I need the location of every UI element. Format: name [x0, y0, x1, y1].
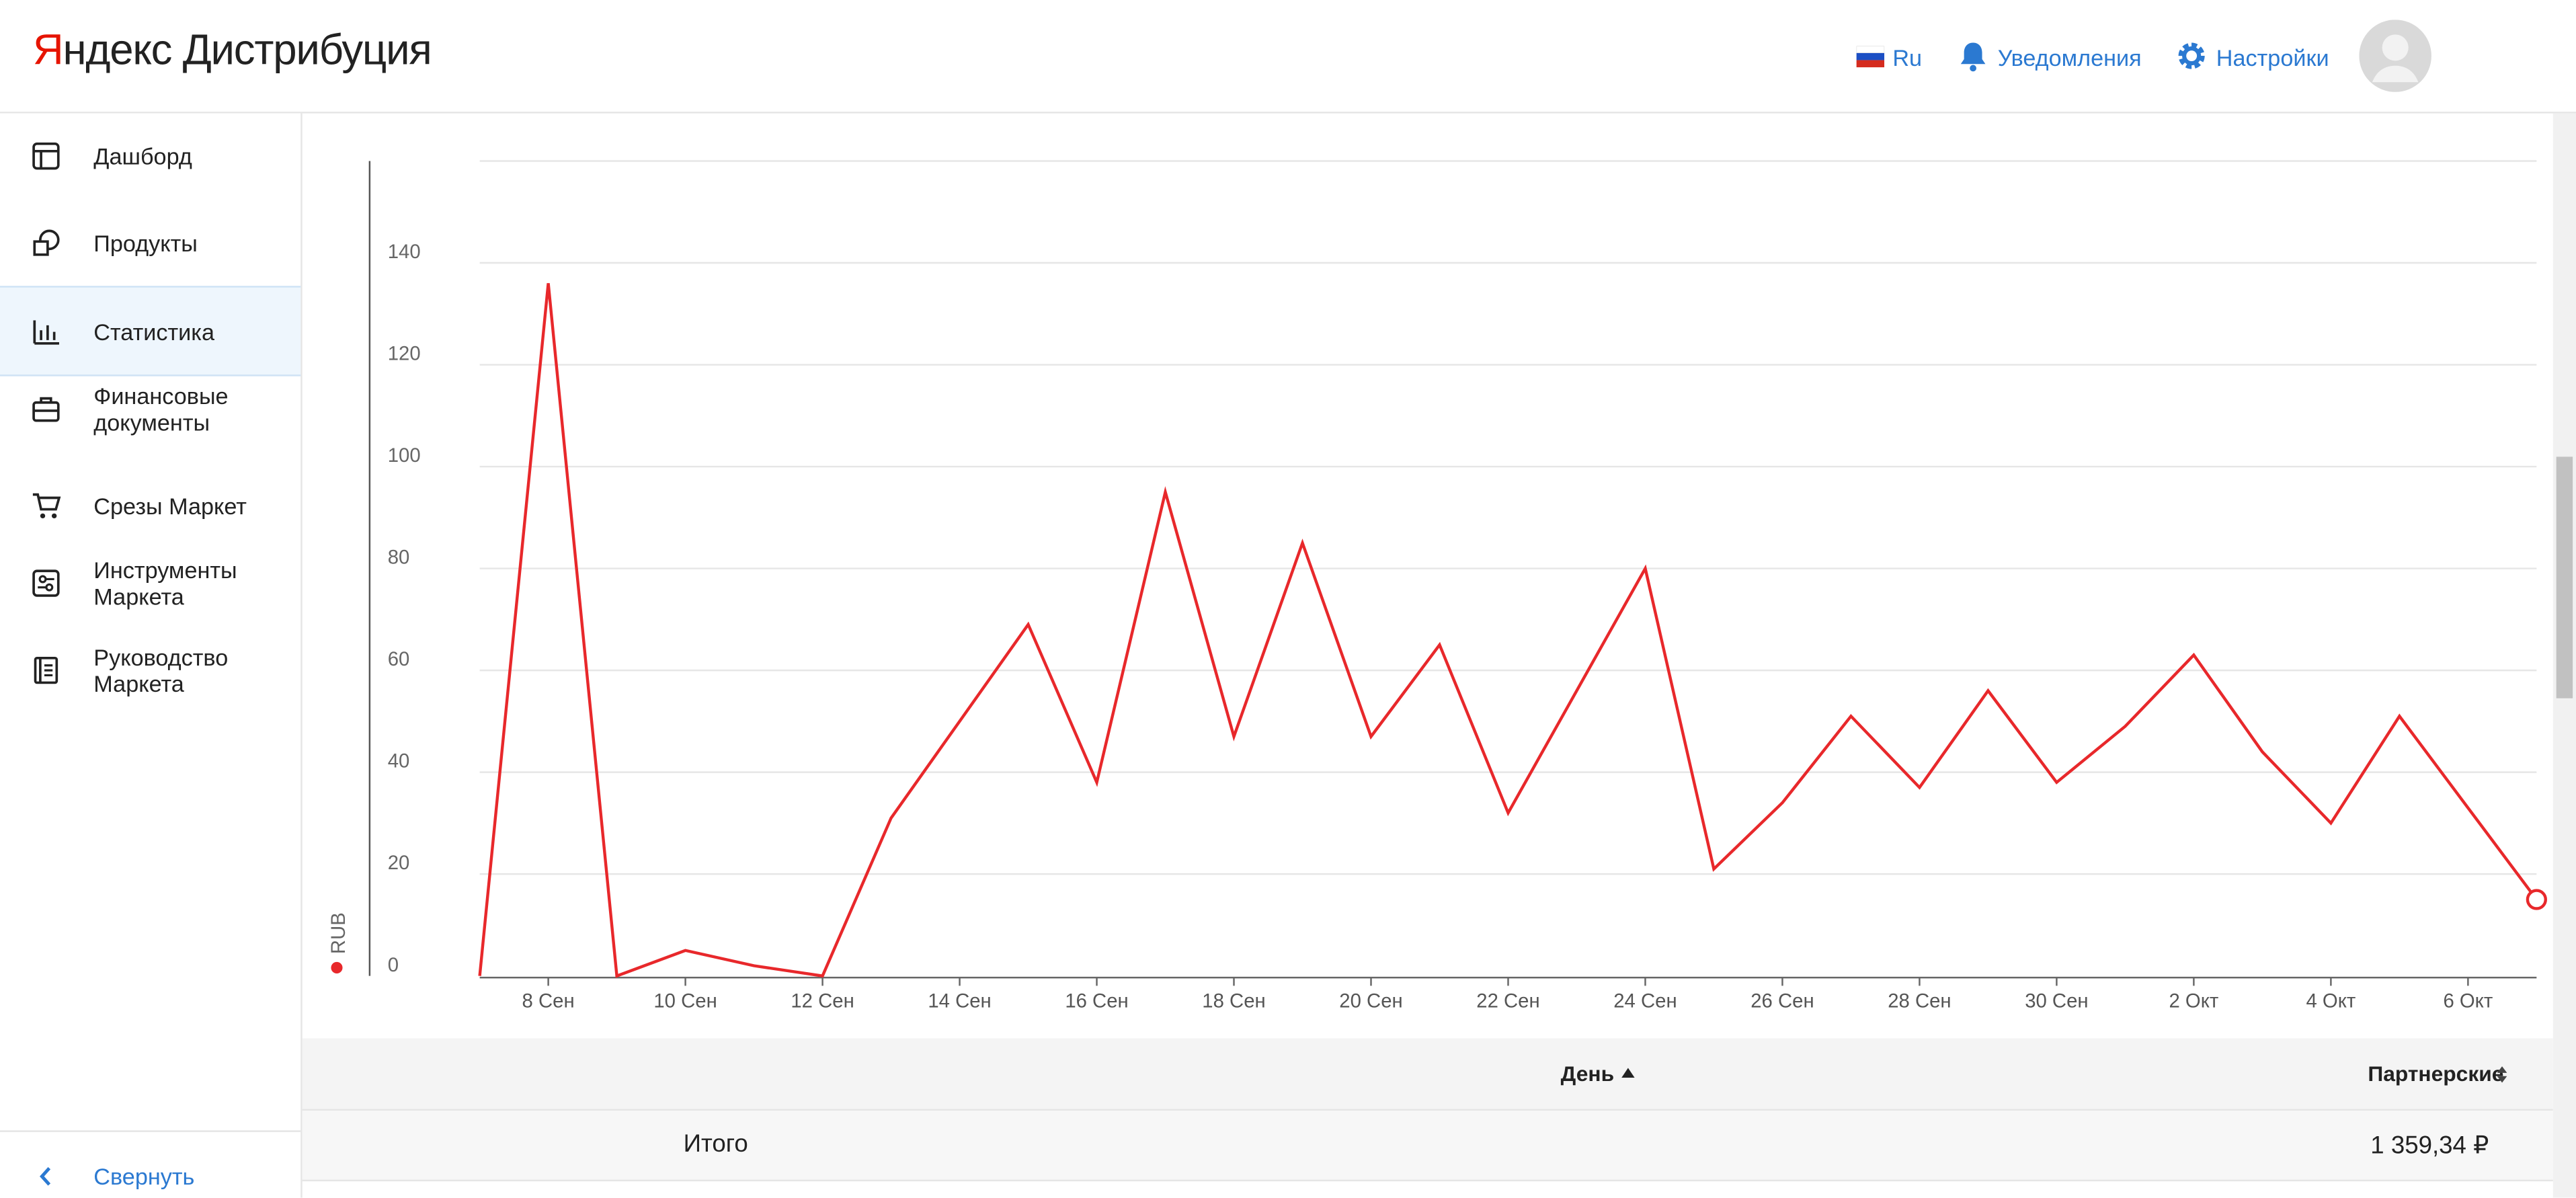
- logo-product: Дистрибуция: [182, 24, 432, 74]
- nav-label: Продукты: [93, 230, 198, 257]
- gear-icon: [2178, 42, 2205, 69]
- y-tick-label: 80: [388, 547, 410, 569]
- x-tick-label: 2 Окт: [2169, 990, 2218, 1012]
- collapse-button[interactable]: Свернуть: [0, 1160, 300, 1193]
- column-header[interactable]: День: [1560, 1061, 1615, 1086]
- nav-label: Срезы Маркет: [93, 493, 247, 520]
- x-tick-label: 20 Сен: [1339, 990, 1402, 1012]
- table-row: Итого 1 359,34 ₽: [302, 1111, 2553, 1182]
- nav-label: Руководство Маркета: [93, 644, 229, 697]
- x-tick-label: 8 Сен: [522, 990, 575, 1012]
- y-tick-label: 60: [388, 648, 410, 670]
- legend-marker: [331, 961, 343, 973]
- legend-label: RUB: [327, 912, 350, 954]
- x-tick-label: 10 Сен: [653, 990, 717, 1012]
- nav-icon: [32, 143, 60, 170]
- sort-asc-icon: [1621, 1068, 1635, 1078]
- nav-item[interactable]: Срезы Маркет: [0, 483, 300, 529]
- scrollbar-thumb[interactable]: [2556, 456, 2573, 698]
- nav-item[interactable]: Финансовые документы: [0, 383, 300, 436]
- chevron-left: [40, 1166, 51, 1186]
- point-marker: [2526, 889, 2547, 910]
- scrollbar[interactable]: [2552, 113, 2576, 1198]
- x-tick-label: 28 Сен: [1888, 990, 1951, 1012]
- nav-item[interactable]: Статистика: [0, 286, 301, 376]
- nav-label: Дашборд: [93, 143, 192, 169]
- x-tick-label: 22 Сен: [1476, 990, 1539, 1012]
- y-tick-label: 40: [388, 750, 410, 772]
- nav-icon: [33, 229, 60, 256]
- x-tick-label: 18 Сен: [1202, 990, 1265, 1012]
- x-tick-label: 16 Сен: [1065, 990, 1128, 1012]
- logo[interactable]: Яндекс Дистрибуция: [33, 25, 432, 76]
- nav-icon: [32, 569, 60, 597]
- x-tick-label: 14 Сен: [928, 990, 991, 1012]
- y-tick-label: 20: [388, 852, 410, 874]
- chart: RUB 0 20 40 60 80 100 120 140 8 Сен 10 Сен 12 Сен 1…: [327, 160, 2547, 1012]
- sidebar: Дашборд Продукты Статистика Финансовые доку…: [0, 113, 303, 1198]
- x-tick-label: 24 Сен: [1613, 990, 1677, 1012]
- logo-brand: Яндекс: [32, 24, 173, 74]
- bell-icon: [1960, 42, 1986, 72]
- nav-icon: [34, 656, 58, 684]
- language-link[interactable]: Ru: [1892, 44, 1923, 71]
- x-tick-label: 4 Окт: [2306, 990, 2356, 1012]
- x-tick-label: 12 Сен: [791, 990, 854, 1012]
- table-header: День Партнерские: [302, 1038, 2553, 1111]
- sort-icon: [2497, 1066, 2507, 1083]
- line-series: [478, 283, 2538, 978]
- nav-label: Инструменты Маркета: [93, 557, 237, 610]
- notifications-link[interactable]: Уведомления: [1997, 44, 2142, 71]
- nav-label: Финансовые документы: [93, 383, 229, 436]
- x-tick-label: 30 Сен: [2025, 990, 2088, 1012]
- column-header[interactable]: Партнерские: [2368, 1061, 2504, 1086]
- table-cell: Итого: [683, 1130, 748, 1158]
- table-cell: 1 359,34 ₽: [2370, 1131, 2489, 1160]
- avatar[interactable]: [2359, 19, 2431, 92]
- nav-icon: [32, 397, 60, 422]
- nav-item[interactable]: Инструменты Маркета: [0, 557, 300, 610]
- nav-label: Статистика: [93, 317, 215, 344]
- x-tick-label: 6 Окт: [2443, 990, 2493, 1012]
- y-tick-label: 140: [388, 241, 421, 263]
- divider: [0, 1130, 301, 1132]
- collapse-label: Свернуть: [93, 1163, 195, 1190]
- settings-link[interactable]: Настройки: [2216, 44, 2329, 71]
- flag-icon: [1856, 46, 1885, 68]
- nav-item[interactable]: Продукты: [0, 220, 300, 266]
- nav-item[interactable]: Дашборд: [0, 133, 300, 179]
- y-tick-label: 120: [388, 343, 421, 365]
- header: Яндекс Дистрибуция Ru Уведомления Настро…: [0, 0, 2576, 114]
- x-tick-label: 26 Сен: [1750, 990, 1814, 1012]
- y-tick-label: 0: [388, 954, 399, 976]
- nav-item[interactable]: Руководство Маркета: [0, 644, 300, 696]
- nav-icon: [33, 319, 59, 344]
- nav-icon: [32, 493, 61, 519]
- y-tick-label: 100: [388, 444, 421, 467]
